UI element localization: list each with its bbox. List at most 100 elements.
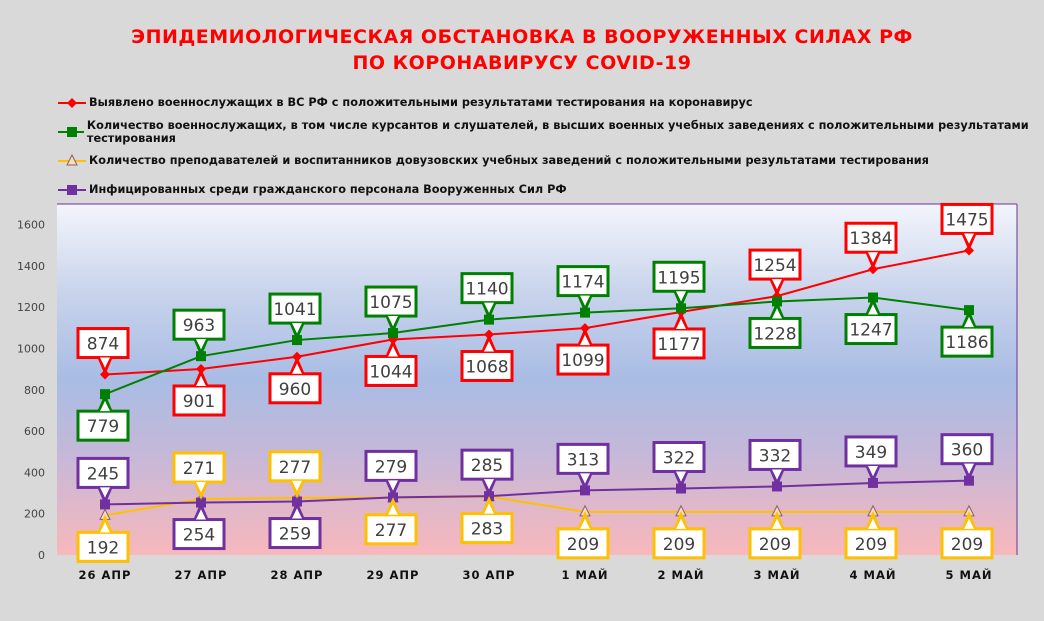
data-label-value: 1099 bbox=[561, 351, 604, 371]
callout-fill bbox=[292, 323, 302, 334]
data-label-value: 209 bbox=[663, 535, 695, 555]
triangle-marker-icon bbox=[66, 153, 78, 165]
data-label-value: 1254 bbox=[753, 256, 796, 276]
callout-fill bbox=[772, 469, 782, 480]
data-label-value: 313 bbox=[567, 450, 599, 470]
data-label: 1254 bbox=[748, 248, 802, 297]
data-label: 271 bbox=[172, 451, 226, 500]
legend-swatch bbox=[58, 153, 86, 165]
callout-fill bbox=[100, 401, 110, 412]
y-tick-label: 1200 bbox=[17, 301, 45, 314]
callout-box bbox=[172, 518, 226, 551]
callout-fill bbox=[196, 375, 206, 386]
x-tick-label: 26 АПР bbox=[79, 568, 132, 582]
callout-box bbox=[940, 527, 994, 560]
data-label: 779 bbox=[76, 393, 130, 442]
data-label-value: 1177 bbox=[657, 335, 700, 355]
callout-box bbox=[844, 435, 898, 468]
callout-fill bbox=[196, 482, 206, 493]
x-tick-label: 3 МАЙ bbox=[754, 567, 801, 582]
legend-label: Выявлено военнослужащих в ВС РФ с положи… bbox=[89, 96, 753, 109]
data-label-value: 285 bbox=[471, 456, 503, 476]
data-label: 1044 bbox=[364, 338, 418, 387]
data-label: 192 bbox=[76, 514, 130, 563]
x-tick-label: 30 АПР bbox=[463, 568, 516, 582]
data-label-value: 271 bbox=[183, 459, 215, 479]
data-label: 1075 bbox=[364, 285, 418, 334]
data-label: 245 bbox=[76, 456, 130, 506]
data-label-value: 259 bbox=[279, 525, 311, 545]
data-label-value: 1228 bbox=[753, 324, 796, 344]
data-label-value: 277 bbox=[375, 521, 407, 541]
callout-fill bbox=[868, 465, 878, 476]
data-label: 360 bbox=[940, 433, 994, 482]
data-label: 254 bbox=[172, 501, 226, 551]
callout-fill bbox=[964, 317, 974, 328]
callout-fill bbox=[484, 341, 494, 352]
data-label: 1384 bbox=[844, 221, 898, 271]
callout-fill bbox=[196, 509, 206, 520]
callout-fill bbox=[292, 363, 302, 374]
callout-box bbox=[76, 530, 130, 563]
callout-box bbox=[76, 327, 130, 360]
callout-fill bbox=[580, 473, 590, 484]
square-marker-icon bbox=[67, 126, 77, 137]
callout-box bbox=[364, 513, 418, 546]
callout-box bbox=[748, 527, 802, 560]
data-label: 960 bbox=[268, 355, 322, 405]
series-line bbox=[104, 296, 970, 396]
data-label-value: 209 bbox=[567, 535, 599, 555]
data-label: 277 bbox=[364, 496, 418, 546]
data-label: 283 bbox=[460, 495, 514, 545]
data-label-value: 779 bbox=[87, 417, 119, 437]
callout-fill bbox=[868, 518, 878, 529]
callout-fill bbox=[580, 335, 590, 346]
data-label: 349 bbox=[844, 435, 898, 484]
plot-area bbox=[57, 204, 1017, 555]
callout-box bbox=[364, 449, 418, 482]
data-label: 874 bbox=[76, 327, 130, 376]
legend-item: Количество военнослужащих, в том числе к… bbox=[58, 117, 1044, 146]
callout-box bbox=[460, 448, 514, 481]
square-marker-icon bbox=[67, 184, 77, 195]
data-label: 1177 bbox=[652, 311, 706, 360]
data-label-value: 1475 bbox=[945, 210, 988, 230]
callout-box bbox=[940, 433, 994, 466]
data-label-value: 192 bbox=[87, 538, 119, 558]
y-tick-label: 0 bbox=[38, 549, 45, 562]
callout-fill bbox=[868, 252, 878, 263]
callout-fill bbox=[292, 480, 302, 491]
callout-box bbox=[748, 316, 802, 349]
data-label: 209 bbox=[556, 511, 610, 560]
callout-box bbox=[748, 248, 802, 281]
data-label: 259 bbox=[268, 500, 322, 550]
data-label: 1140 bbox=[460, 272, 514, 321]
x-tick-label: 28 АПР bbox=[271, 568, 324, 582]
data-label-value: 1186 bbox=[945, 333, 988, 353]
legend-label: Инфицированных среди гражданского персон… bbox=[89, 183, 567, 196]
data-label: 209 bbox=[652, 511, 706, 560]
callout-fill bbox=[676, 291, 686, 302]
x-tick-label: 29 АПР bbox=[367, 568, 420, 582]
data-label: 209 bbox=[748, 511, 802, 560]
callout-fill bbox=[388, 480, 398, 491]
callout-fill bbox=[484, 479, 494, 490]
callout-box bbox=[460, 349, 514, 382]
data-label: 1247 bbox=[844, 296, 898, 346]
x-tick-label: 1 МАЙ bbox=[562, 567, 609, 582]
callout-fill bbox=[100, 487, 110, 498]
data-label: 277 bbox=[268, 450, 322, 499]
diamond-marker-icon bbox=[67, 97, 77, 108]
data-label-value: 360 bbox=[951, 441, 983, 461]
callout-fill bbox=[100, 522, 110, 533]
data-label: 285 bbox=[460, 448, 514, 497]
y-tick-label: 1600 bbox=[17, 219, 45, 232]
data-label-value: 279 bbox=[375, 457, 407, 477]
callout-fill bbox=[484, 302, 494, 313]
data-label: 963 bbox=[172, 308, 226, 357]
data-label-value: 1068 bbox=[465, 357, 508, 377]
callout-box bbox=[556, 442, 610, 475]
y-tick-label: 1400 bbox=[17, 260, 45, 273]
data-label: 1186 bbox=[940, 309, 994, 358]
